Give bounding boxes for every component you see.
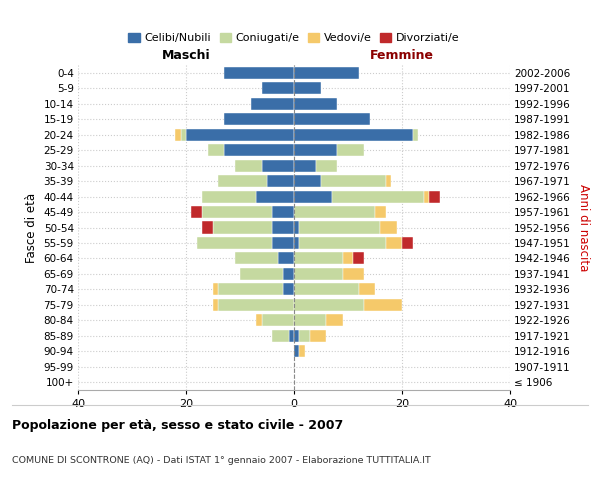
Y-axis label: Anni di nascita: Anni di nascita (577, 184, 590, 271)
Bar (321, 175, 386, 187)
Bar (272, 222, 294, 234)
Bar (218, 175, 267, 187)
Bar (272, 330, 289, 342)
Bar (213, 299, 218, 311)
Bar (175, 128, 181, 140)
Bar (413, 128, 418, 140)
Bar (294, 190, 332, 202)
Bar (294, 160, 316, 172)
Bar (267, 175, 294, 187)
Bar (240, 268, 283, 280)
Bar (278, 252, 294, 264)
Bar (294, 299, 364, 311)
Bar (294, 268, 343, 280)
Bar (429, 190, 440, 202)
Y-axis label: Fasce di età: Fasce di età (25, 192, 38, 262)
Bar (256, 190, 294, 202)
Bar (294, 314, 326, 326)
Bar (299, 222, 380, 234)
Bar (181, 128, 186, 140)
Bar (191, 206, 202, 218)
Bar (343, 268, 364, 280)
Bar (294, 330, 299, 342)
Bar (294, 128, 413, 140)
Bar (332, 190, 424, 202)
Bar (294, 252, 343, 264)
Bar (262, 82, 294, 94)
Bar (424, 190, 429, 202)
Bar (208, 144, 224, 156)
Bar (224, 66, 294, 79)
Bar (213, 284, 218, 296)
Bar (186, 128, 294, 140)
Bar (283, 284, 294, 296)
Bar (218, 284, 283, 296)
Text: Femmine: Femmine (370, 49, 434, 62)
Bar (294, 98, 337, 110)
Bar (224, 144, 294, 156)
Bar (299, 330, 310, 342)
Bar (289, 330, 294, 342)
Bar (375, 206, 386, 218)
Bar (386, 237, 402, 249)
Bar (353, 252, 364, 264)
Bar (316, 160, 337, 172)
Bar (299, 237, 386, 249)
Bar (337, 144, 364, 156)
Legend: Celibi/Nubili, Coniugati/e, Vedovi/e, Divorziati/e: Celibi/Nubili, Coniugati/e, Vedovi/e, Di… (124, 28, 464, 48)
Bar (294, 66, 359, 79)
Bar (197, 237, 272, 249)
Bar (262, 160, 294, 172)
Bar (386, 175, 391, 187)
Bar (294, 144, 337, 156)
Bar (299, 346, 305, 358)
Bar (262, 314, 294, 326)
Bar (294, 82, 321, 94)
Bar (256, 314, 262, 326)
Bar (272, 206, 294, 218)
Bar (310, 330, 326, 342)
Bar (251, 98, 294, 110)
Bar (202, 190, 256, 202)
Text: Popolazione per età, sesso e stato civile - 2007: Popolazione per età, sesso e stato civil… (12, 420, 343, 432)
Text: Maschi: Maschi (161, 49, 211, 62)
Bar (202, 206, 272, 218)
Bar (235, 252, 278, 264)
Bar (235, 160, 262, 172)
Bar (224, 113, 294, 125)
Bar (294, 284, 359, 296)
Bar (294, 222, 299, 234)
Bar (202, 222, 213, 234)
Bar (402, 237, 413, 249)
Bar (294, 206, 375, 218)
Bar (294, 113, 370, 125)
Bar (380, 222, 397, 234)
Bar (294, 237, 299, 249)
Bar (326, 314, 343, 326)
Bar (272, 237, 294, 249)
Bar (213, 222, 272, 234)
Bar (343, 252, 353, 264)
Bar (218, 299, 294, 311)
Bar (359, 284, 375, 296)
Text: COMUNE DI SCONTRONE (AQ) - Dati ISTAT 1° gennaio 2007 - Elaborazione TUTTITALIA.: COMUNE DI SCONTRONE (AQ) - Dati ISTAT 1°… (12, 456, 431, 465)
Bar (364, 299, 402, 311)
Bar (294, 175, 321, 187)
Bar (283, 268, 294, 280)
Bar (294, 346, 299, 358)
